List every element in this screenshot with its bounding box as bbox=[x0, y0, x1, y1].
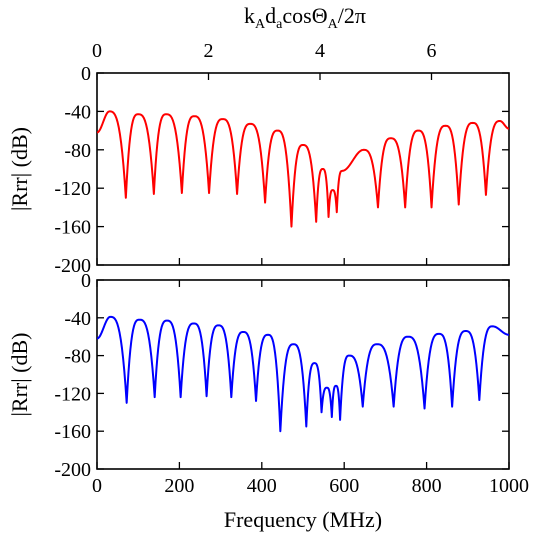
y-tick-label: -160 bbox=[54, 421, 91, 443]
y-tick-label: -40 bbox=[64, 308, 91, 330]
y-tick-label: -40 bbox=[64, 101, 91, 123]
y-axis-label: |Rrr| (dB) bbox=[7, 127, 32, 211]
x-tick-label: 600 bbox=[329, 475, 359, 497]
top-axis-tick-label: 4 bbox=[315, 40, 325, 62]
top-axis: 0 2 4 6 kAdacosΘA/2π bbox=[92, 3, 437, 80]
top-axis-tick-label: 6 bbox=[427, 40, 437, 62]
x-tick-label: 0 bbox=[92, 475, 102, 497]
panel-top: 0 -40 -80 -120 -160 -200 |Rrr| (dB) bbox=[7, 63, 510, 277]
x-tick-label: 200 bbox=[164, 475, 194, 497]
x-tick-label: 1000 bbox=[489, 475, 529, 497]
y-tick-label: -200 bbox=[54, 459, 91, 481]
series-line-1-0 bbox=[97, 315, 509, 433]
y-tick-label: -200 bbox=[54, 255, 91, 277]
y-tick-label: -160 bbox=[54, 217, 91, 239]
y-tick-label: 0 bbox=[81, 63, 91, 85]
y-tick-label: -120 bbox=[54, 383, 91, 405]
top-axis-tick-label: 0 bbox=[92, 40, 102, 62]
y-tick-label: -120 bbox=[54, 178, 91, 200]
y-tick-label: -80 bbox=[64, 140, 91, 162]
x-axis-label: Frequency (MHz) bbox=[224, 507, 382, 532]
plot-frame bbox=[96, 72, 510, 266]
x-tick-label: 400 bbox=[247, 475, 277, 497]
y-tick-label: 0 bbox=[81, 270, 91, 292]
y-axis-label: |Rrr| (dB) bbox=[7, 333, 32, 417]
y-tick-label: -80 bbox=[64, 346, 91, 368]
top-axis-label: kAdacosΘA/2π bbox=[244, 3, 366, 32]
series-line-0-0 bbox=[97, 110, 509, 228]
plot-frame bbox=[96, 279, 510, 470]
x-tick-label: 800 bbox=[412, 475, 442, 497]
top-axis-tick-label: 2 bbox=[204, 40, 214, 62]
